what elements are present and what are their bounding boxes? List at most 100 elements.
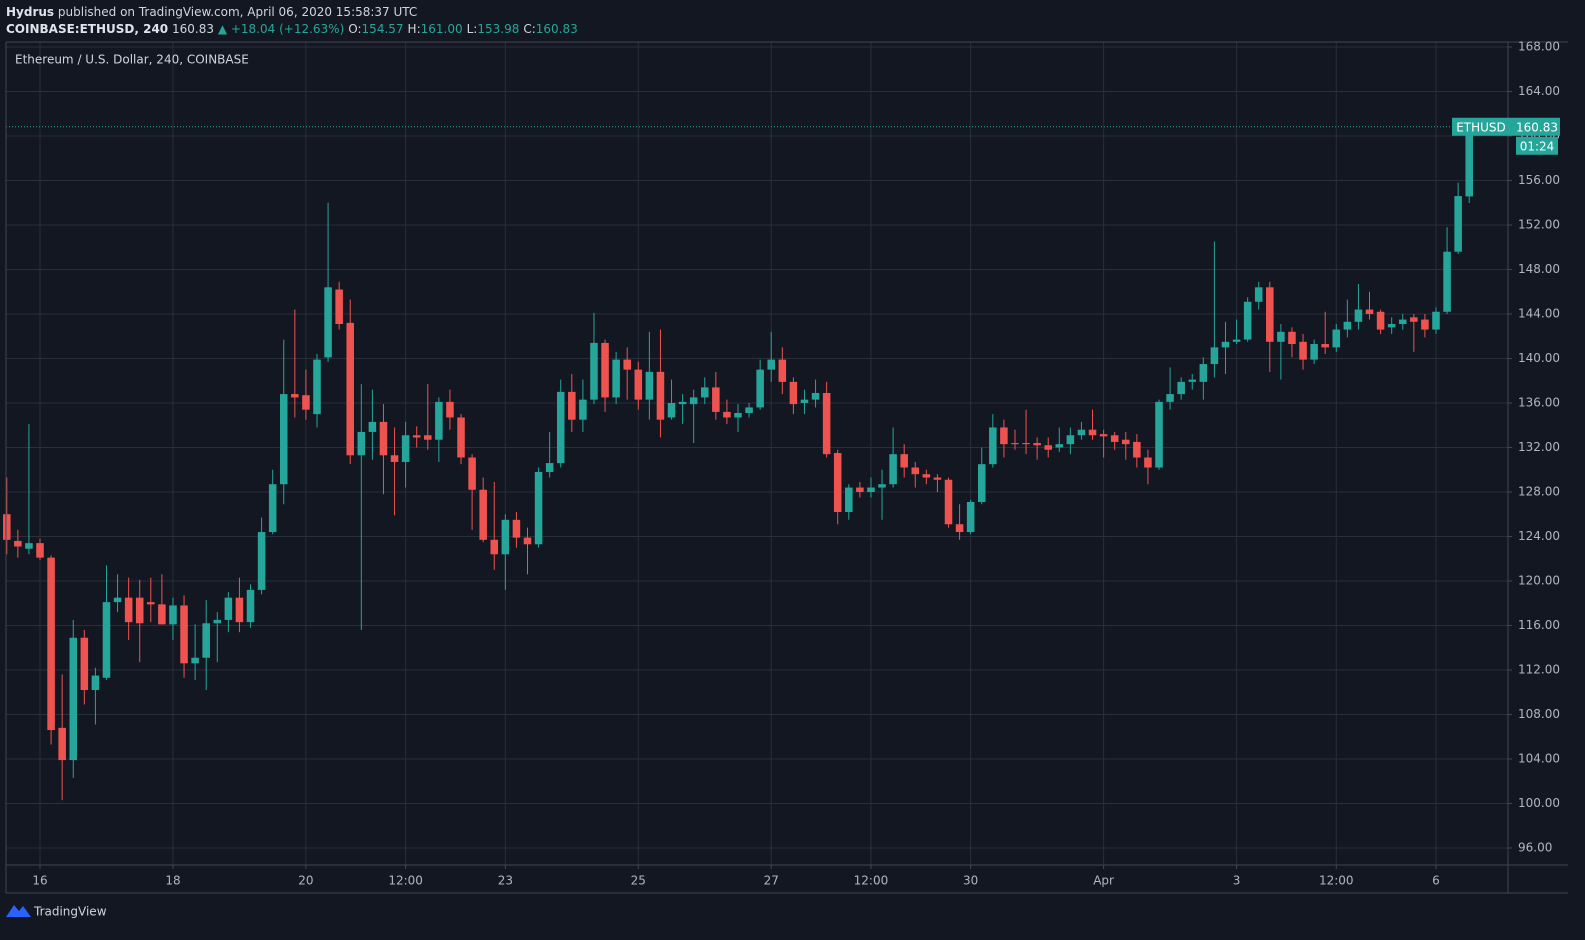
x-tick-label: 25 — [631, 874, 646, 888]
x-tick-label: 23 — [498, 874, 513, 888]
candle-body — [1044, 445, 1052, 450]
candle-body — [822, 392, 831, 455]
candle-body — [789, 381, 798, 405]
candle-body — [745, 407, 753, 414]
candle-body — [1155, 401, 1163, 468]
candle-body — [568, 391, 576, 420]
candle-body — [1454, 196, 1462, 252]
y-tick-label: 120.00 — [1518, 573, 1560, 587]
candle-body — [634, 369, 643, 400]
x-tick-label: Apr — [1093, 874, 1114, 888]
candle-body — [856, 487, 864, 492]
candle-body — [1321, 344, 1329, 348]
candle-body — [235, 597, 244, 623]
candle-body — [1299, 341, 1307, 360]
candle-body — [1254, 287, 1263, 302]
candle-body — [1122, 439, 1130, 445]
candle-body — [58, 727, 66, 761]
candle-body — [268, 484, 277, 533]
x-tick-label: 12:00 — [854, 874, 889, 888]
candle-body — [1221, 341, 1230, 348]
candle-body — [623, 359, 631, 370]
candle-body — [1099, 434, 1108, 437]
candle-body — [113, 597, 122, 603]
y-tick-label: 100.00 — [1518, 796, 1560, 810]
candle-body — [1288, 331, 1296, 345]
candle-body — [734, 413, 742, 418]
candle-body — [922, 474, 931, 478]
x-tick-label: 3 — [1233, 874, 1241, 888]
ohlc: O:154.57 H:161.00 L:153.98 C:160.83 — [344, 22, 578, 36]
candle-body — [767, 359, 776, 370]
candle-body — [689, 397, 698, 405]
ohlc-value: 154.57 — [361, 22, 404, 36]
candle-body — [14, 540, 22, 547]
candle-body — [1144, 457, 1152, 468]
x-tick-label: 6 — [1432, 874, 1440, 888]
candle-body — [80, 637, 89, 691]
ohlc-value: 153.98 — [477, 22, 520, 36]
candle-body — [579, 399, 587, 420]
x-tick-label: 27 — [764, 874, 779, 888]
ohlc-label: C: — [523, 22, 536, 36]
published: published on TradingView.com, April 06, … — [57, 5, 418, 19]
candle-body — [1088, 429, 1097, 436]
candle-body — [191, 657, 199, 664]
candle-body — [346, 322, 354, 456]
y-tick-label: 164.00 — [1518, 84, 1560, 98]
candle-body — [47, 557, 55, 731]
candle-body — [900, 454, 908, 468]
candle-body — [523, 537, 532, 545]
candle-body — [457, 417, 465, 458]
candle-body — [313, 359, 321, 415]
candle-body — [867, 487, 875, 492]
candle-body — [1210, 347, 1219, 365]
candle-body — [335, 289, 343, 325]
candle-body — [944, 479, 953, 525]
candle-body — [291, 394, 299, 398]
chart-bg — [0, 42, 1568, 894]
ohlc-label: O: — [348, 22, 362, 36]
candle-body — [390, 455, 399, 462]
candle-body — [224, 597, 233, 620]
x-tick-label: 20 — [298, 874, 313, 888]
candle-body — [1432, 311, 1440, 330]
y-tick-label: 132.00 — [1518, 440, 1560, 454]
candle-body — [246, 589, 255, 623]
publish-line: Hydrus published on TradingView.com, Apr… — [6, 4, 578, 21]
candle-body — [1011, 443, 1019, 445]
candle-body — [612, 359, 620, 398]
candle-body — [667, 402, 676, 418]
candle-body — [479, 489, 487, 540]
candle-body — [1199, 364, 1208, 382]
candle-body — [756, 369, 764, 408]
candle-body — [324, 287, 332, 358]
y-tick-label: 96.00 — [1518, 840, 1552, 854]
candle-body — [656, 371, 665, 420]
candle-body — [1277, 331, 1285, 342]
candle-body — [845, 487, 853, 513]
candle-body — [1332, 329, 1341, 348]
candle-body — [1376, 311, 1385, 330]
candle-body — [833, 453, 842, 513]
candle-body — [91, 675, 100, 691]
candle-body — [601, 342, 609, 398]
y-tick-label: 156.00 — [1518, 173, 1560, 187]
candle-body — [1055, 444, 1064, 448]
y-tick-label: 136.00 — [1518, 395, 1560, 409]
candle-body — [590, 342, 598, 400]
candle-body — [800, 399, 809, 403]
header: Hydrus published on TradingView.com, Apr… — [6, 4, 578, 38]
symbol: COINBASE:ETHUSD, 240 — [6, 22, 169, 36]
x-tick-label: 30 — [963, 874, 978, 888]
candle-body — [435, 401, 443, 440]
candle-body — [25, 543, 33, 549]
candle-body — [1398, 319, 1407, 325]
candle-body — [878, 484, 886, 488]
y-tick-label: 128.00 — [1518, 484, 1560, 498]
candle-body — [700, 387, 709, 398]
candle-body — [1066, 435, 1075, 445]
candle-body — [1000, 427, 1008, 445]
candle-body — [778, 359, 787, 382]
logo-icon — [6, 905, 31, 917]
